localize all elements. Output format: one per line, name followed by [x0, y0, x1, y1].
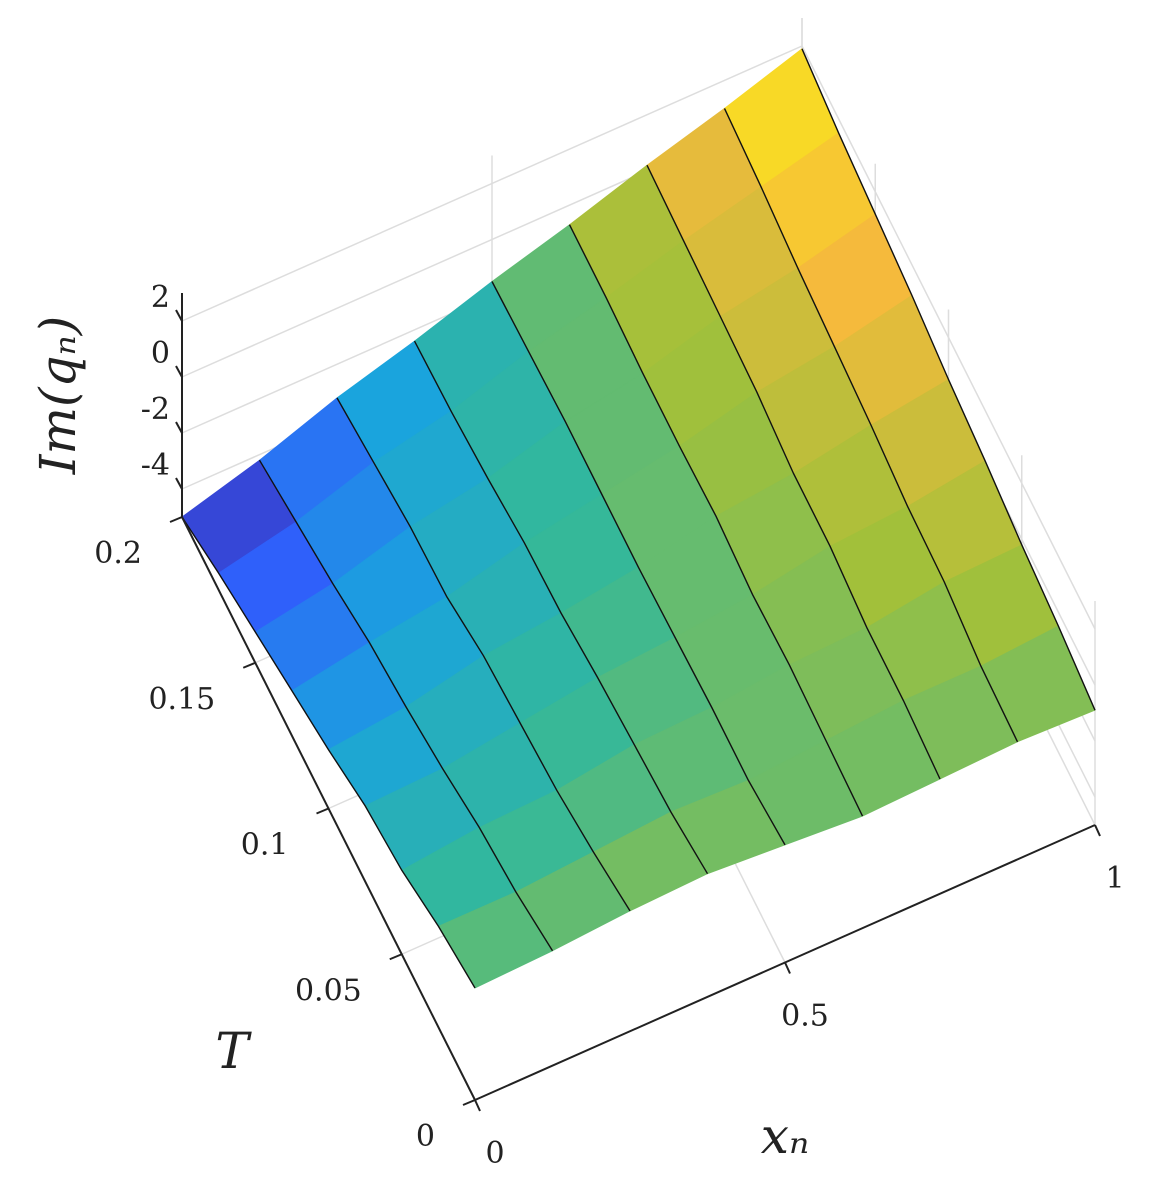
grid-line [801, 45, 1096, 630]
y-axis-label: T [215, 1022, 252, 1080]
z-tick-label: -2 [141, 392, 170, 427]
mesh-line [181, 516, 476, 989]
y-tick [316, 807, 329, 815]
mesh-line [258, 459, 554, 952]
mesh-line [801, 48, 1096, 711]
z-tick [175, 477, 183, 490]
z-tick-label: 0 [151, 336, 170, 371]
y-tick [462, 1099, 476, 1106]
grid-line [181, 45, 803, 322]
z-tick [175, 365, 183, 378]
z-tick [175, 309, 183, 322]
z-tick [175, 421, 183, 434]
mesh-line [568, 224, 864, 817]
y-tick-label: 0.2 [94, 536, 142, 571]
z-tick-label: -4 [141, 448, 170, 483]
y-tick [389, 953, 403, 961]
y-tick-label: 0.15 [148, 682, 215, 717]
mesh-line [491, 281, 786, 846]
x-tick [784, 962, 791, 974]
y-tick [242, 661, 256, 669]
y-tick-label: 0.1 [241, 828, 289, 863]
mesh-line [413, 340, 709, 875]
y-tick-label: 0 [416, 1119, 435, 1154]
x-tick [1094, 824, 1101, 837]
x-tick-label: 0.5 [781, 999, 829, 1034]
mesh-line [336, 397, 631, 912]
x-tick-label: 1 [1105, 861, 1124, 896]
x-axis-label: xₙ [761, 1107, 809, 1165]
y-tick [169, 516, 183, 523]
x-tick-label: 0 [485, 1136, 504, 1171]
x-tick [474, 1099, 481, 1112]
mesh-line [723, 108, 1019, 743]
z-tick-label: 2 [151, 280, 170, 315]
mesh-line [646, 164, 941, 780]
y-tick-label: 0.05 [295, 973, 362, 1008]
z-axis-label: Im(qₙ) [29, 316, 87, 475]
